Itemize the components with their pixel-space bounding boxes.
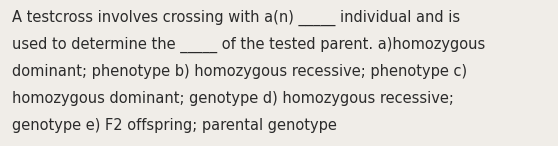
Text: used to determine the _____ of the tested parent. a)homozygous: used to determine the _____ of the teste…: [12, 37, 485, 53]
Text: genotype e) F2 offspring; parental genotype: genotype e) F2 offspring; parental genot…: [12, 118, 337, 133]
Text: homozygous dominant; genotype d) homozygous recessive;: homozygous dominant; genotype d) homozyg…: [12, 91, 454, 106]
Text: dominant; phenotype b) homozygous recessive; phenotype c): dominant; phenotype b) homozygous recess…: [12, 64, 468, 79]
Text: A testcross involves crossing with a(n) _____ individual and is: A testcross involves crossing with a(n) …: [12, 10, 460, 26]
